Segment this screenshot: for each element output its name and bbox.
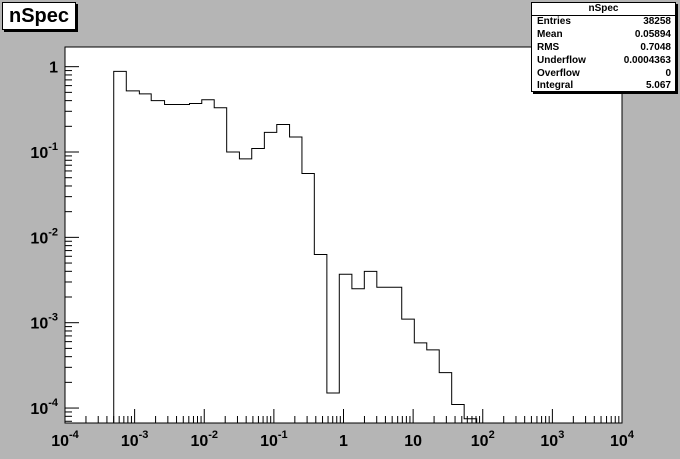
histogram-bin bbox=[290, 137, 302, 423]
x-tick-label: 10-2 bbox=[190, 429, 218, 450]
histogram-bin bbox=[214, 108, 226, 423]
stats-value: 0.0004363 bbox=[623, 54, 671, 66]
histogram-bin bbox=[239, 159, 251, 423]
histogram-bin bbox=[464, 419, 477, 423]
stats-label: RMS bbox=[537, 41, 560, 53]
x-tick-label: 102 bbox=[471, 429, 495, 450]
stats-row-rms: RMS 0.7048 bbox=[532, 42, 675, 55]
histogram-bin bbox=[252, 148, 265, 423]
histogram-bin bbox=[377, 287, 389, 423]
stats-row-overflow: Overflow 0 bbox=[532, 68, 675, 81]
x-tick-label: 10 bbox=[404, 433, 422, 450]
histogram-bin bbox=[227, 152, 240, 423]
histogram-bin bbox=[302, 174, 314, 424]
histogram-bin bbox=[139, 94, 151, 423]
histogram-bin bbox=[165, 105, 177, 423]
histogram-title: nSpec bbox=[2, 2, 77, 30]
y-tick-label: 10-2 bbox=[30, 226, 58, 247]
stats-row-entries: Entries 38258 bbox=[532, 16, 675, 29]
stats-value: 38258 bbox=[643, 16, 671, 27]
histogram-bin bbox=[114, 71, 127, 423]
stats-label: Entries bbox=[537, 16, 571, 27]
x-tick-label: 10-1 bbox=[260, 429, 288, 450]
stats-row-underflow: Underflow 0.0004363 bbox=[532, 55, 675, 68]
y-tick-label: 10-3 bbox=[30, 312, 58, 333]
stats-row-mean: Mean 0.05894 bbox=[532, 29, 675, 42]
histogram-bin bbox=[389, 287, 401, 423]
histogram-bin bbox=[277, 125, 290, 423]
histogram-line bbox=[113, 70, 484, 424]
histogram-bin bbox=[190, 104, 202, 423]
histogram-bin bbox=[352, 289, 364, 423]
x-tick-label: 103 bbox=[540, 429, 564, 450]
histogram-bin bbox=[452, 405, 464, 423]
stats-box: nSpec Entries 38258 Mean 0.05894 RMS 0.7… bbox=[531, 2, 676, 92]
x-tick-label: 10-4 bbox=[51, 429, 79, 450]
stats-title: nSpec bbox=[532, 3, 675, 16]
x-tick-label: 10-3 bbox=[121, 429, 149, 450]
histogram-bin bbox=[427, 350, 439, 423]
stats-label: Mean bbox=[537, 28, 563, 40]
histogram-bin bbox=[126, 91, 139, 423]
stats-label: Underflow bbox=[537, 54, 586, 66]
histogram-bin bbox=[314, 254, 327, 423]
stats-label: Overflow bbox=[537, 67, 580, 79]
stats-label: Integral bbox=[537, 80, 574, 92]
stats-value: 5.067 bbox=[645, 80, 671, 92]
y-tick-label: 10-1 bbox=[30, 141, 58, 162]
stats-row-integral: Integral 5.067 bbox=[532, 80, 675, 93]
stats-value: 0.7048 bbox=[640, 41, 671, 53]
stats-value: 0 bbox=[665, 67, 671, 79]
histogram-bin bbox=[264, 132, 276, 423]
plot-frame-bg bbox=[65, 47, 622, 423]
histogram-bin bbox=[177, 105, 190, 423]
x-tick-label: 104 bbox=[610, 429, 635, 450]
histogram-bin bbox=[339, 274, 352, 423]
y-tick-label: 1 bbox=[49, 60, 58, 77]
histogram-bin bbox=[151, 101, 164, 423]
histogram-bin bbox=[439, 373, 451, 423]
stats-value: 0.05894 bbox=[634, 28, 671, 40]
histogram-bin bbox=[202, 100, 214, 423]
histogram-bin bbox=[414, 343, 426, 423]
histogram-bin bbox=[364, 271, 377, 423]
y-tick-label: 10-4 bbox=[30, 397, 58, 418]
x-tick-label: 1 bbox=[339, 433, 348, 450]
histogram-bin bbox=[402, 319, 415, 423]
